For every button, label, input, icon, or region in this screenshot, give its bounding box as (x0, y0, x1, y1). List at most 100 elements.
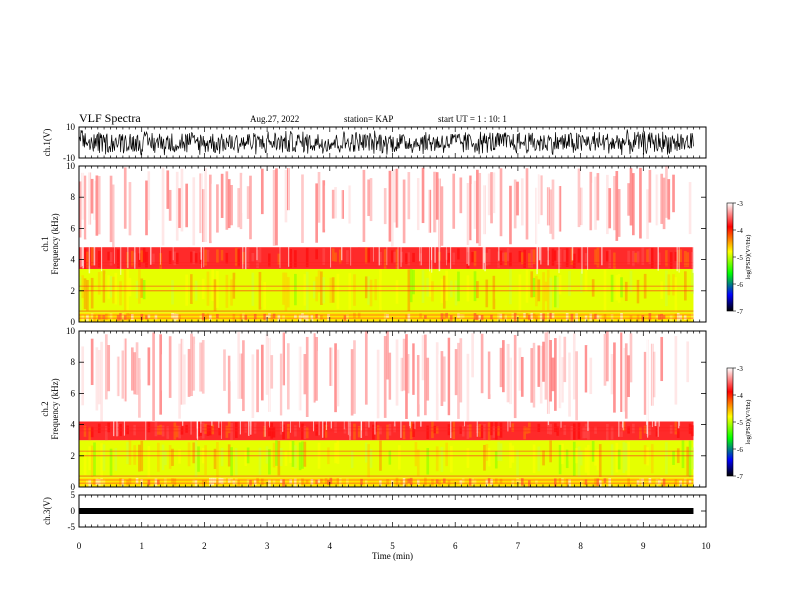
spectrogram-texture (265, 248, 269, 260)
spectrogram-texture (369, 178, 373, 222)
spectrogram-texture (608, 426, 612, 440)
spectrogram-texture (407, 252, 411, 266)
spectrogram-texture (348, 185, 352, 224)
spectrogram-texture (655, 423, 659, 437)
spectrogram-texture (289, 441, 292, 464)
spectrogram-texture (523, 426, 526, 440)
spectrogram-texture (544, 281, 548, 302)
spectrogram-texture (490, 314, 493, 320)
spectrogram-texture (461, 250, 465, 266)
spectrogram-texture (128, 440, 132, 465)
spectrogram-texture (79, 276, 82, 312)
spectrogram-texture (142, 279, 146, 300)
spectrogram-texture (357, 247, 361, 269)
spectrogram-texture (294, 314, 297, 319)
spectrogram-texture (554, 478, 557, 487)
spectrogram-texture (492, 172, 496, 214)
spectrogram-texture (485, 479, 489, 486)
spectrogram-texture (622, 347, 626, 412)
spectrogram-texture (558, 249, 562, 268)
y-tick-label: 0 (71, 506, 76, 516)
spectrogram-texture (440, 351, 444, 406)
x-tick-label: 1 (139, 541, 144, 551)
spectrogram-texture (291, 441, 295, 467)
spectrogram-texture (416, 178, 420, 231)
spectrogram-texture (161, 354, 165, 391)
spectrogram-texture (86, 251, 89, 268)
spectrogram-texture (667, 179, 671, 220)
spectrogram-texture (97, 479, 101, 486)
spectrogram-texture (632, 250, 635, 267)
spectrogram-texture (554, 250, 557, 261)
spectrogram-texture (603, 334, 607, 386)
spectrogram-texture (268, 449, 271, 475)
spectrogram-texture (208, 252, 212, 263)
spectrogram-texture (126, 313, 129, 321)
spectrogram-texture (528, 334, 531, 412)
spectrogram-texture (242, 340, 245, 412)
spectrogram-texture (256, 272, 259, 303)
spectrogram-texture (140, 424, 144, 439)
spectrogram-texture (187, 348, 191, 397)
spectrogram-texture (662, 478, 666, 487)
spectrogram-texture (551, 313, 555, 319)
spectrogram-texture (665, 442, 668, 475)
spectrogram-texture (624, 443, 628, 471)
spectrogram-texture (577, 446, 581, 478)
spectrogram-texture (317, 315, 321, 320)
spectrogram-texture (234, 478, 238, 485)
spectrogram-texture (395, 168, 399, 228)
spectrogram-texture (338, 478, 342, 487)
spectrogram-texture (648, 425, 652, 436)
spectrogram-texture (506, 248, 510, 262)
spectrogram-texture (237, 447, 241, 463)
spectrogram-texture (388, 450, 392, 465)
spectrogram-texture (412, 312, 415, 321)
spectrogram-texture (558, 444, 562, 475)
spectrogram-texture (669, 479, 673, 484)
spectrogram-texture (596, 173, 600, 221)
spectrogram-texture (109, 448, 113, 476)
spectrogram-texture (135, 342, 139, 395)
spectrogram-texture (523, 249, 526, 268)
spectrogram-texture (622, 479, 626, 485)
spectrogram-texture (331, 189, 335, 219)
spectrogram-texture (192, 442, 196, 464)
y-tick-label: 0 (71, 317, 76, 327)
colorbar-tick-label: -7 (737, 308, 743, 316)
spectrogram-texture (681, 440, 685, 469)
spectrogram-texture (499, 443, 503, 462)
spectrogram-texture (669, 252, 673, 269)
spectrogram-texture (97, 176, 101, 235)
spectrogram-texture (159, 424, 163, 435)
spectrogram-texture (499, 347, 503, 388)
spectrogram-texture (648, 248, 652, 265)
colorbar-tick-label: -6 (737, 281, 743, 289)
spectrogram-texture (549, 312, 552, 319)
spectrogram-texture (130, 250, 134, 267)
spectrogram-texture (350, 349, 354, 416)
spectrogram-texture (594, 450, 597, 466)
spectrogram-texture (168, 445, 172, 469)
spectrogram-texture (161, 167, 165, 246)
spectrogram-texture (343, 426, 347, 434)
spectrogram-texture (487, 248, 491, 265)
spectrogram-texture (104, 426, 108, 441)
spectrogram-texture (400, 479, 404, 486)
spectrogram-texture (275, 440, 278, 466)
spectrogram-texture (216, 313, 219, 319)
spectrogram-texture (613, 252, 616, 269)
spectrogram-texture (305, 479, 309, 484)
spectrogram-texture (412, 442, 415, 461)
spectrogram-texture (301, 441, 304, 469)
spectrogram-texture (584, 345, 588, 393)
spectrogram-texture (639, 281, 642, 311)
spectrogram-texture (374, 445, 378, 463)
spectrogram-texture (121, 313, 125, 320)
spectrogram-texture (246, 270, 250, 296)
spectrogram-texture (686, 312, 690, 319)
spectrogram-texture (284, 272, 288, 312)
spectrogram-texture (168, 421, 172, 436)
spectrogram-texture (393, 169, 396, 223)
spectrogram-texture (646, 447, 649, 466)
